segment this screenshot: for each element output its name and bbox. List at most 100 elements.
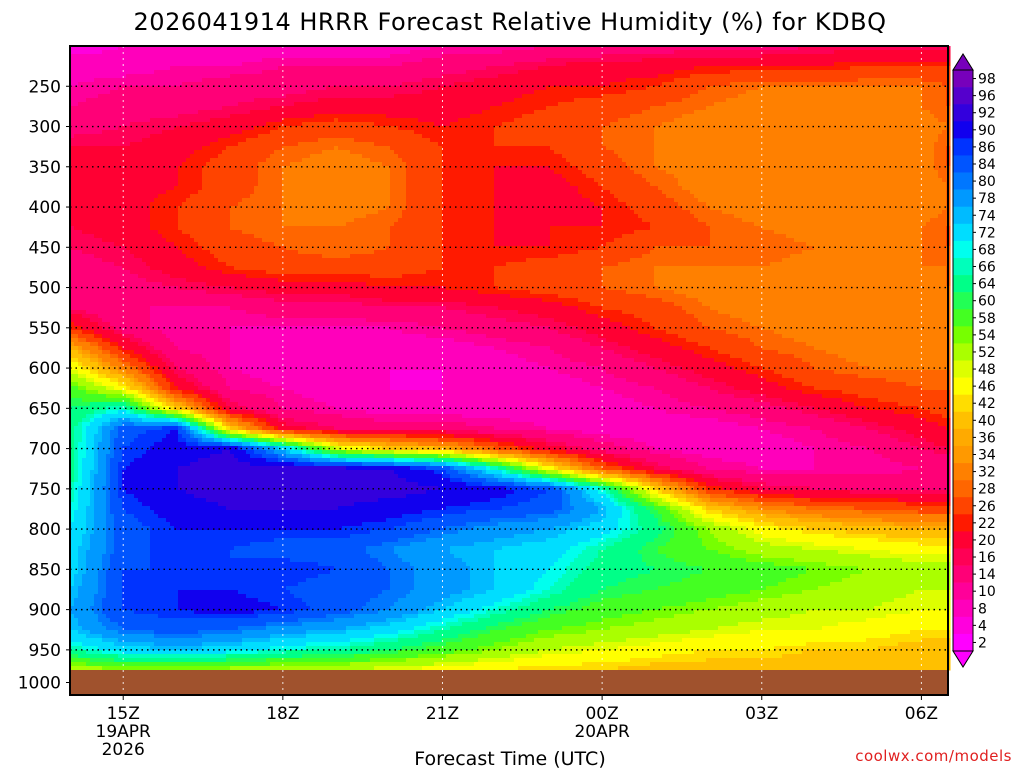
rh-cell xyxy=(402,114,407,119)
rh-cell xyxy=(754,66,759,71)
rh-cell xyxy=(234,54,239,59)
rh-cell xyxy=(606,118,611,123)
rh-cell xyxy=(374,130,379,135)
rh-cell xyxy=(582,98,587,103)
rh-cell xyxy=(486,94,491,99)
rh-cell xyxy=(882,90,887,95)
rh-cell xyxy=(790,114,795,119)
rh-cell xyxy=(382,70,387,75)
rh-cell xyxy=(770,94,775,99)
rh-cell xyxy=(358,54,363,59)
rh-cell xyxy=(86,114,91,119)
rh-cell xyxy=(902,74,907,79)
rh-cell xyxy=(730,110,735,115)
rh-cell xyxy=(830,54,835,59)
rh-cell xyxy=(898,118,903,123)
rh-cell xyxy=(162,58,167,63)
rh-cell xyxy=(134,50,139,55)
rh-cell xyxy=(462,122,467,127)
rh-cell xyxy=(250,90,255,95)
rh-cell xyxy=(754,78,759,83)
rh-cell xyxy=(554,110,559,115)
rh-cell xyxy=(826,70,831,75)
rh-cell xyxy=(862,110,867,115)
rh-cell xyxy=(614,106,619,111)
rh-cell xyxy=(762,78,767,83)
rh-cell xyxy=(478,118,483,123)
rh-cell xyxy=(158,106,163,111)
rh-cell xyxy=(418,118,423,123)
rh-cell xyxy=(434,114,439,119)
rh-cell xyxy=(466,58,471,63)
rh-cell xyxy=(358,102,363,107)
rh-cell xyxy=(218,106,223,111)
rh-cell xyxy=(110,50,115,55)
rh-cell xyxy=(310,118,315,123)
rh-cell xyxy=(766,118,771,123)
rh-cell xyxy=(570,134,575,139)
rh-cell xyxy=(82,130,87,135)
rh-cell xyxy=(270,66,275,71)
rh-cell xyxy=(722,74,727,79)
rh-cell xyxy=(254,54,259,59)
rh-cell xyxy=(326,114,331,119)
rh-cell xyxy=(642,118,647,123)
rh-cell xyxy=(246,98,251,103)
rh-cell xyxy=(550,94,555,99)
rh-cell xyxy=(542,98,547,103)
rh-cell xyxy=(682,54,687,59)
rh-cell xyxy=(378,54,383,59)
rh-cell xyxy=(250,94,255,99)
rh-cell xyxy=(74,114,79,119)
rh-cell xyxy=(734,114,739,119)
rh-cell xyxy=(606,94,611,99)
rh-cell xyxy=(326,90,331,95)
rh-cell xyxy=(618,62,623,67)
rh-cell xyxy=(726,62,731,67)
rh-cell xyxy=(786,102,791,107)
rh-cell xyxy=(446,50,451,55)
rh-cell xyxy=(410,106,415,111)
rh-cell xyxy=(378,74,383,79)
rh-cell xyxy=(614,78,619,83)
rh-cell xyxy=(590,74,595,79)
rh-cell xyxy=(850,78,855,83)
rh-cell xyxy=(610,98,615,103)
rh-cell xyxy=(638,66,643,71)
rh-cell xyxy=(254,66,259,71)
rh-cell xyxy=(114,94,119,99)
rh-cell xyxy=(114,134,119,139)
rh-cell xyxy=(742,82,747,87)
rh-cell xyxy=(458,106,463,111)
rh-cell xyxy=(370,74,375,79)
rh-cell xyxy=(630,70,635,75)
rh-cell xyxy=(246,74,251,79)
rh-cell xyxy=(842,62,847,67)
rh-cell xyxy=(818,66,823,71)
rh-cell xyxy=(890,106,895,111)
rh-cell xyxy=(702,54,707,59)
rh-cell xyxy=(830,126,835,131)
rh-cell xyxy=(866,90,871,95)
rh-cell xyxy=(514,106,519,111)
rh-cell xyxy=(398,66,403,71)
rh-cell xyxy=(854,62,859,67)
rh-cell xyxy=(166,130,171,135)
rh-cell xyxy=(366,130,371,135)
rh-cell xyxy=(738,106,743,111)
rh-cell xyxy=(298,90,303,95)
rh-cell xyxy=(562,134,567,139)
rh-cell xyxy=(486,102,491,107)
rh-cell xyxy=(902,86,907,91)
rh-cell xyxy=(794,114,799,119)
rh-cell xyxy=(178,106,183,111)
rh-cell xyxy=(94,114,99,119)
rh-cell xyxy=(326,74,331,79)
rh-cell xyxy=(882,70,887,75)
rh-cell xyxy=(566,66,571,71)
rh-cell xyxy=(458,54,463,59)
rh-cell xyxy=(558,58,563,63)
rh-cell xyxy=(374,90,379,95)
rh-cell xyxy=(106,66,111,71)
rh-cell xyxy=(286,134,291,139)
